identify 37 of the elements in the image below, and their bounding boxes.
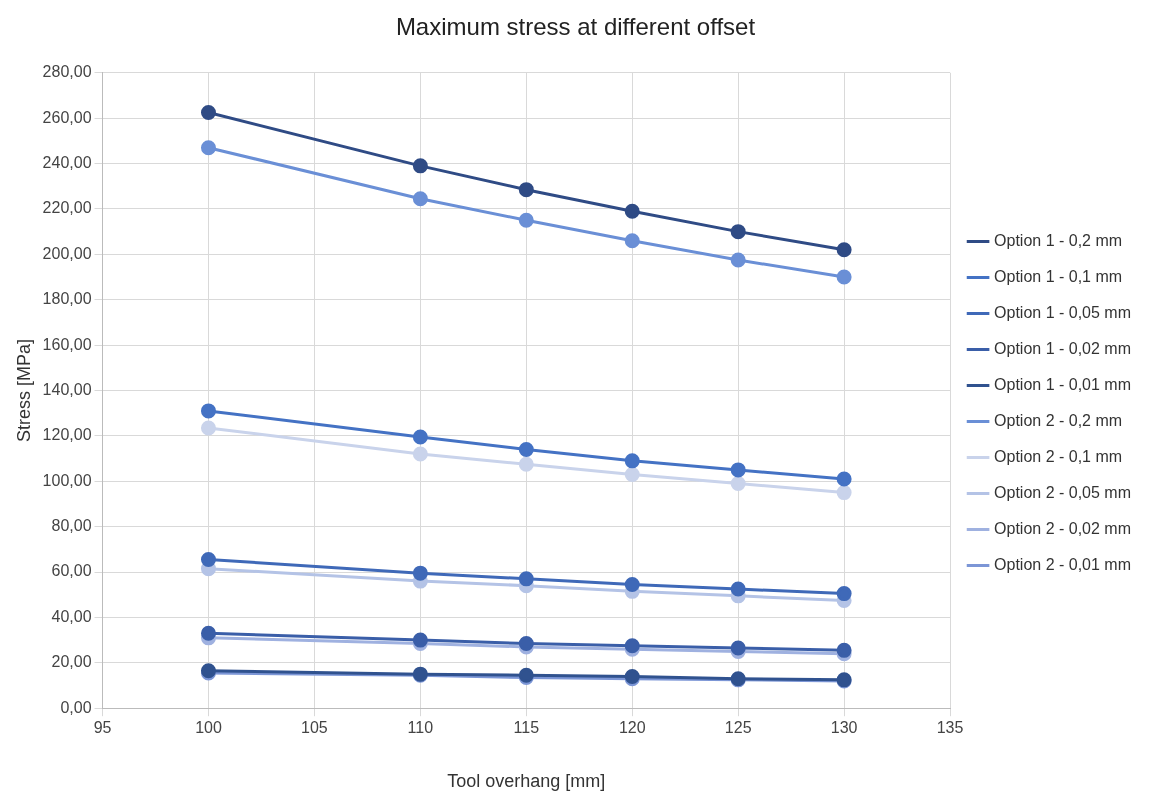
legend-label: Option 1 - 0,1 mm [994, 267, 1123, 285]
x-tick-label: 95 [93, 719, 112, 737]
y-tick-label: 200,00 [42, 244, 92, 262]
y-tick-label: 260,00 [42, 108, 92, 126]
x-tick-label: 115 [513, 719, 540, 737]
y-tick-label: 220,00 [42, 199, 92, 217]
legend-label: Option 1 - 0,2 mm [994, 231, 1123, 249]
x-tick-label: 110 [407, 719, 434, 737]
chart-title: Maximum stress at different offset [395, 13, 756, 41]
legend-label: Option 2 - 0,1 mm [994, 447, 1123, 465]
legend-label: Option 2 - 0,2 mm [994, 411, 1123, 429]
y-tick-label: 20,00 [51, 653, 92, 671]
legend-label: Option 2 - 0,02 mm [994, 519, 1132, 537]
legend-label: Option 2 - 0,01 mm [994, 555, 1132, 573]
y-tick-label: 180,00 [42, 290, 92, 308]
y-tick-label: 140,00 [42, 380, 92, 398]
x-tick-label: 100 [195, 719, 222, 737]
x-tick-label: 135 [936, 719, 964, 737]
x-tick-label: 130 [830, 719, 858, 737]
y-tick-label: 120,00 [42, 426, 92, 444]
x-tick-label: 120 [618, 719, 646, 737]
legend-label: Option 2 - 0,05 mm [994, 483, 1132, 501]
legend-label: Option 1 - 0,05 mm [994, 303, 1132, 321]
legend-label: Option 1 - 0,01 mm [994, 375, 1132, 393]
y-tick-label: 100,00 [42, 471, 92, 489]
y-tick-label: 160,00 [42, 335, 92, 353]
x-tick-label: 125 [724, 719, 752, 737]
y-tick-label: 80,00 [51, 517, 92, 535]
legend-label: Option 1 - 0,02 mm [994, 339, 1132, 357]
x-axis-title: Tool overhang [mm] [447, 771, 606, 792]
y-tick-label: 240,00 [42, 153, 92, 171]
y-axis-title: Stress [MPa] [13, 338, 34, 443]
y-tick-label: 40,00 [51, 607, 92, 625]
y-tick-label: 280,00 [42, 63, 92, 81]
y-tick-label: 60,00 [51, 562, 92, 580]
y-tick-label: 0,00 [60, 698, 92, 716]
x-tick-label: 105 [301, 719, 328, 737]
